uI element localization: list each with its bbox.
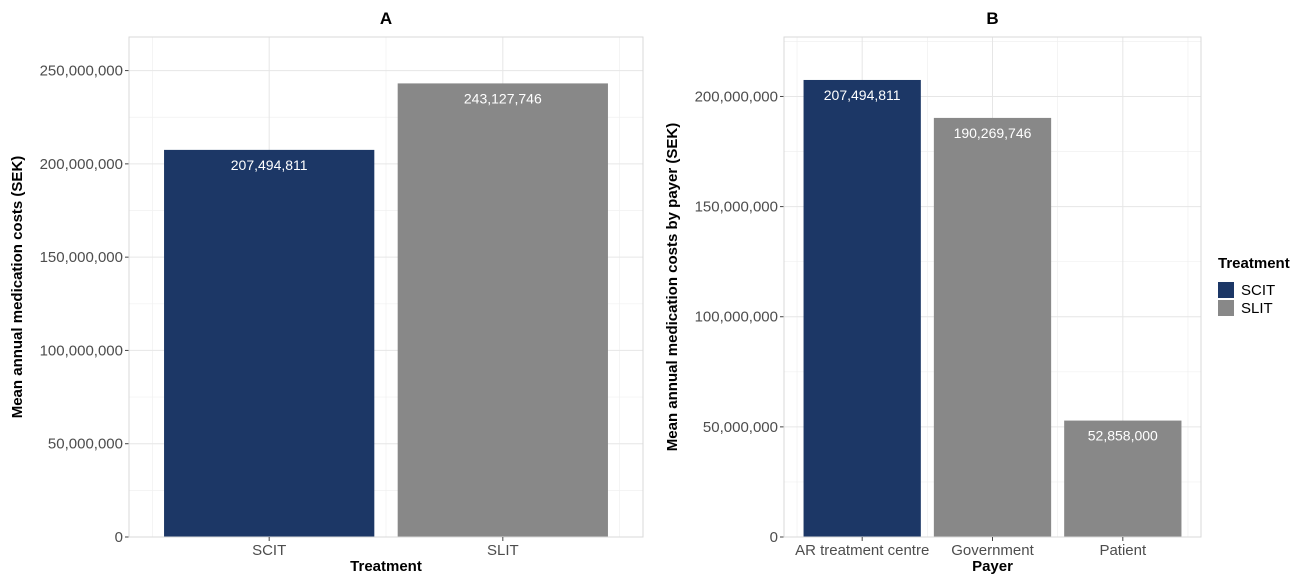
data-label: 207,494,811: [824, 87, 901, 103]
panel-a: 0 50,000,000 100,000,000 150,000,000 200,000…: [9, 9, 644, 575]
y-tick-label: 50,000,000: [703, 419, 778, 436]
x-axis-title: Treatment: [350, 558, 422, 575]
legend-swatch-scit: [1218, 282, 1234, 298]
y-tick-label: 200,000,000: [695, 88, 778, 105]
y-tick-label: 50,000,000: [48, 436, 123, 453]
bar-ar-treatment-centre: [803, 79, 921, 537]
data-label: 243,127,746: [464, 90, 542, 106]
x-tick-label: SCIT: [252, 542, 286, 559]
legend-swatch-slit: [1218, 300, 1234, 316]
panel-title: A: [380, 9, 392, 28]
panel-b: 0 50,000,000 100,000,000 150,000,000 200,000…: [664, 9, 1202, 575]
bar-scit: [164, 149, 375, 537]
y-tick-label: 100,000,000: [40, 342, 123, 359]
x-axis-title: Payer: [972, 558, 1013, 575]
data-label: 52,858,000: [1088, 428, 1158, 444]
data-label: 190,269,746: [954, 125, 1032, 141]
panel-border: [128, 36, 644, 538]
y-tick-label: 0: [770, 529, 778, 546]
x-tick-label: Government: [951, 542, 1034, 559]
legend-title: Treatment: [1218, 255, 1290, 272]
panel-title: B: [986, 9, 998, 28]
legend-label-slit: SLIT: [1241, 300, 1273, 317]
y-axis-title: Mean annual medication costs by payer (S…: [664, 123, 681, 451]
bar-patient: [1064, 420, 1182, 537]
x-tick-label: AR treatment centre: [795, 542, 929, 559]
y-tick-label: 250,000,000: [40, 63, 123, 80]
y-tick-label: 100,000,000: [695, 309, 778, 326]
y-tick-label: 150,000,000: [40, 249, 123, 266]
bar-slit: [397, 83, 608, 538]
y-axis-title: Mean annual medication costs (SEK): [9, 156, 26, 419]
legend-label-scit: SCIT: [1241, 282, 1275, 299]
y-tick-label: 200,000,000: [40, 156, 123, 173]
x-tick-label: Patient: [1099, 542, 1147, 559]
x-tick-label: SLIT: [487, 542, 519, 559]
y-tick-label: 150,000,000: [695, 199, 778, 216]
y-tick-label: 0: [115, 529, 123, 546]
bar-government: [933, 117, 1052, 538]
data-label: 207,494,811: [231, 157, 308, 173]
